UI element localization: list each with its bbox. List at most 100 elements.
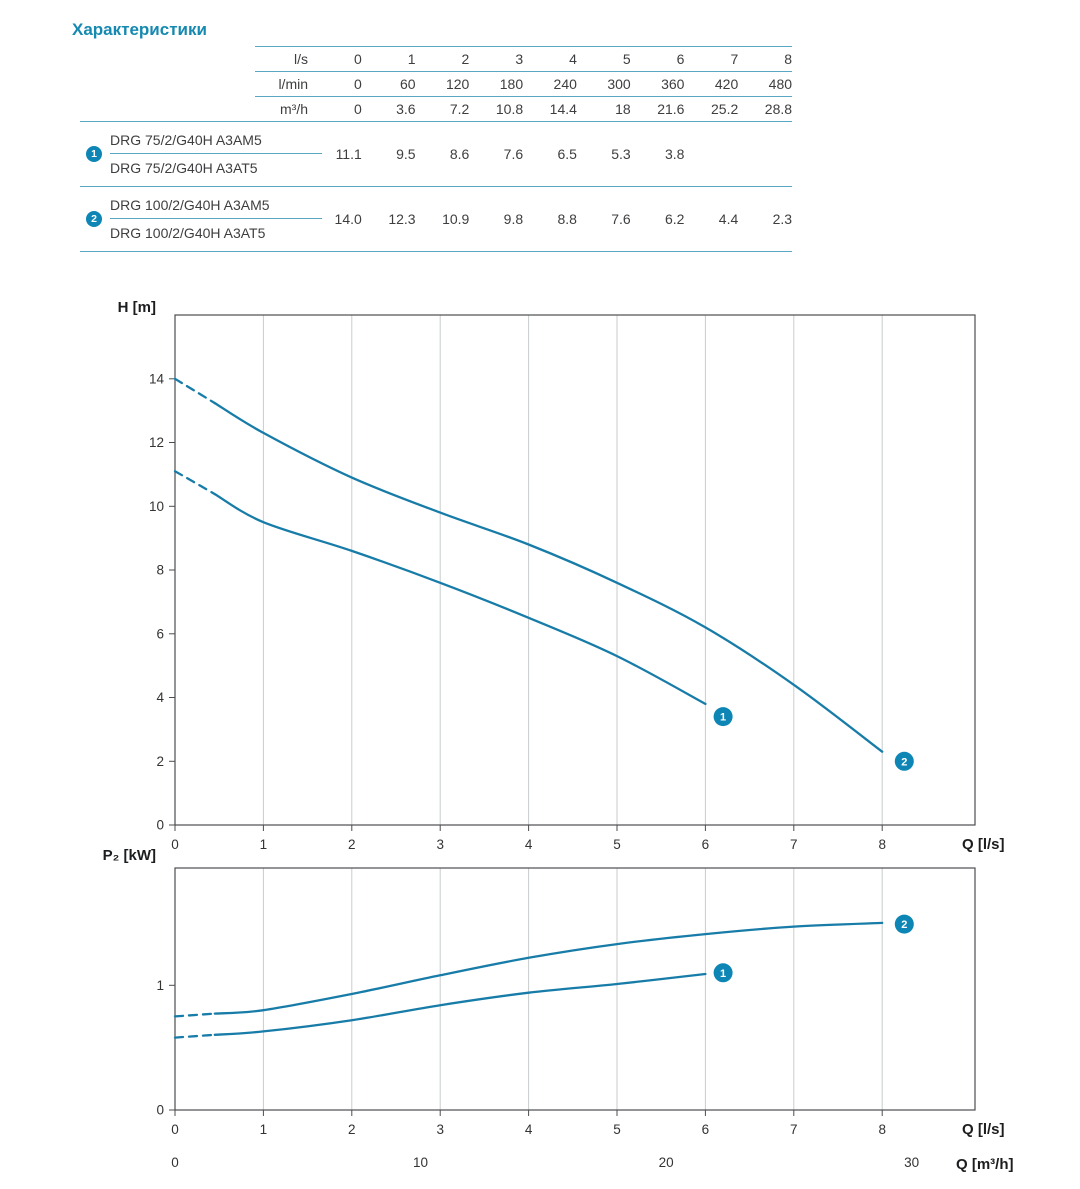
gridlines (262, 868, 883, 1110)
header-value: 3 (515, 50, 524, 67)
table-rule (255, 96, 792, 97)
curve-line (213, 492, 707, 706)
header-value: 7.2 (449, 100, 470, 117)
header-value: 18 (615, 100, 631, 117)
svg-text:1: 1 (720, 968, 726, 980)
head-value: 12.3 (388, 211, 416, 227)
pump-group: 2 DRG 100/2/G40H A3AM5 DRG 100/2/G40H A3AT… (80, 187, 792, 252)
curve-dashed-start (173, 470, 216, 496)
gridlines (262, 315, 883, 825)
svg-text:0: 0 (171, 1155, 179, 1170)
svg-text:30: 30 (904, 1155, 919, 1170)
svg-text:20: 20 (659, 1155, 674, 1170)
svg-text:8: 8 (878, 837, 886, 852)
unit-label: m³/h (280, 100, 308, 117)
head-value: 9.5 (396, 146, 416, 162)
svg-text:0: 0 (171, 837, 179, 852)
svg-text:7: 7 (790, 837, 798, 852)
header-value: 0 (353, 50, 362, 67)
flow-table-head: l/s 0 1 2 3 4 5 6 7 8 l/min 0 60 120 180 240 300 360 420 48… (80, 46, 792, 121)
model-list: DRG 100/2/G40H A3AM5 DRG 100/2/G40H A3AT5 (110, 191, 322, 247)
plot-frame (174, 867, 976, 1111)
table-rule (255, 46, 792, 47)
table-header-row: m³/h 0 3.6 7.2 10.8 14.4 18 21.6 25.2 28.8 (80, 96, 792, 121)
y-axis-ticks: 01 (156, 978, 175, 1118)
head-value: 6.5 (557, 146, 577, 162)
svg-text:3: 3 (436, 837, 444, 852)
svg-text:6: 6 (702, 1122, 710, 1137)
curve-series-1: 1 (173, 470, 733, 727)
head-value: 8.8 (557, 211, 577, 227)
head-value: 7.6 (503, 146, 524, 162)
table-header-row: l/s 0 1 2 3 4 5 6 7 8 (80, 46, 792, 71)
svg-text:1: 1 (260, 1122, 268, 1137)
head-value: 6.2 (665, 211, 685, 227)
flow-table-body: 1 DRG 75/2/G40H A3AM5 DRG 75/2/G40H A3AT5 1… (80, 121, 792, 252)
group-badge: 2 (86, 211, 102, 227)
characteristics-table: l/s 0 1 2 3 4 5 6 7 8 l/min 0 60 120 180 240 300 360 420 48… (80, 46, 792, 252)
svg-text:14: 14 (149, 371, 165, 386)
svg-text:2: 2 (348, 837, 356, 852)
head-value: 3.8 (665, 146, 685, 162)
power-chart-x-axis-label: Q [l/s] (962, 1121, 1005, 1138)
curve-badge-1 (713, 707, 733, 727)
header-value: 60 (399, 75, 416, 92)
curve-dashed-start (173, 1033, 216, 1039)
svg-text:4: 4 (525, 837, 533, 852)
svg-text:7: 7 (790, 1122, 798, 1137)
svg-text:6: 6 (156, 626, 164, 641)
model-name: DRG 100/2/G40H A3AT5 (110, 225, 266, 241)
svg-text:12: 12 (149, 435, 164, 450)
model-list: DRG 75/2/G40H A3AM5 DRG 75/2/G40H A3AT5 (110, 126, 322, 182)
curve-series-2: 2 (173, 377, 914, 771)
svg-text:1: 1 (260, 837, 268, 852)
svg-text:10: 10 (149, 499, 164, 514)
x-axis-ticks: 0 1 2 3 4 5 6 7 8 (171, 825, 886, 852)
curve-series-1: 1 (173, 963, 733, 1039)
header-value: 120 (445, 75, 470, 92)
head-values-row: 14.0 12.3 10.9 9.8 8.8 7.6 6.2 4.4 2.3 (308, 187, 793, 251)
header-value: 240 (553, 75, 577, 92)
curve-series-2: 2 (173, 914, 914, 1018)
header-value: 420 (714, 75, 739, 92)
power-chart-y-axis-label: P₂ [kW] (102, 847, 156, 864)
svg-text:0: 0 (156, 1103, 164, 1118)
unit-label: l/s (294, 50, 308, 67)
curve-dashed-start (173, 377, 216, 405)
curve-dashed-start (173, 1012, 216, 1018)
header-value: 360 (661, 75, 685, 92)
header-value: 2 (461, 50, 470, 67)
header-value: 10.8 (495, 100, 524, 117)
head-value: 4.4 (718, 211, 739, 227)
header-value: 0 (353, 75, 362, 92)
curve-badge-2 (894, 751, 914, 771)
svg-text:10: 10 (413, 1155, 428, 1170)
header-value: 480 (768, 75, 793, 92)
header-value: 7 (730, 50, 739, 67)
svg-text:1: 1 (156, 978, 164, 993)
head-values-row: 11.1 9.5 8.6 7.6 6.5 5.3 3.8 (308, 122, 792, 186)
svg-text:4: 4 (525, 1122, 533, 1137)
header-value: 300 (607, 75, 631, 92)
svg-text:8: 8 (156, 563, 164, 578)
header-value: 4 (569, 50, 577, 67)
curve-line (213, 921, 884, 1015)
curve-badge-1 (713, 963, 733, 983)
svg-text:2: 2 (901, 919, 907, 931)
svg-text:8: 8 (878, 1122, 886, 1137)
header-value: 3.6 (396, 100, 416, 117)
svg-text:0: 0 (156, 818, 164, 833)
svg-text:5: 5 (613, 837, 621, 852)
curve-line (213, 401, 884, 753)
svg-text:2: 2 (901, 756, 907, 768)
header-value: 25.2 (711, 100, 739, 117)
svg-text:2: 2 (156, 754, 164, 769)
header-value: 0 (353, 100, 362, 117)
group-badge: 1 (86, 146, 102, 162)
header-value: 8 (784, 50, 793, 67)
head-value: 9.8 (503, 211, 524, 227)
svg-text:4: 4 (156, 690, 164, 705)
header-value: 1 (407, 50, 416, 67)
unit-label: l/min (278, 75, 308, 92)
